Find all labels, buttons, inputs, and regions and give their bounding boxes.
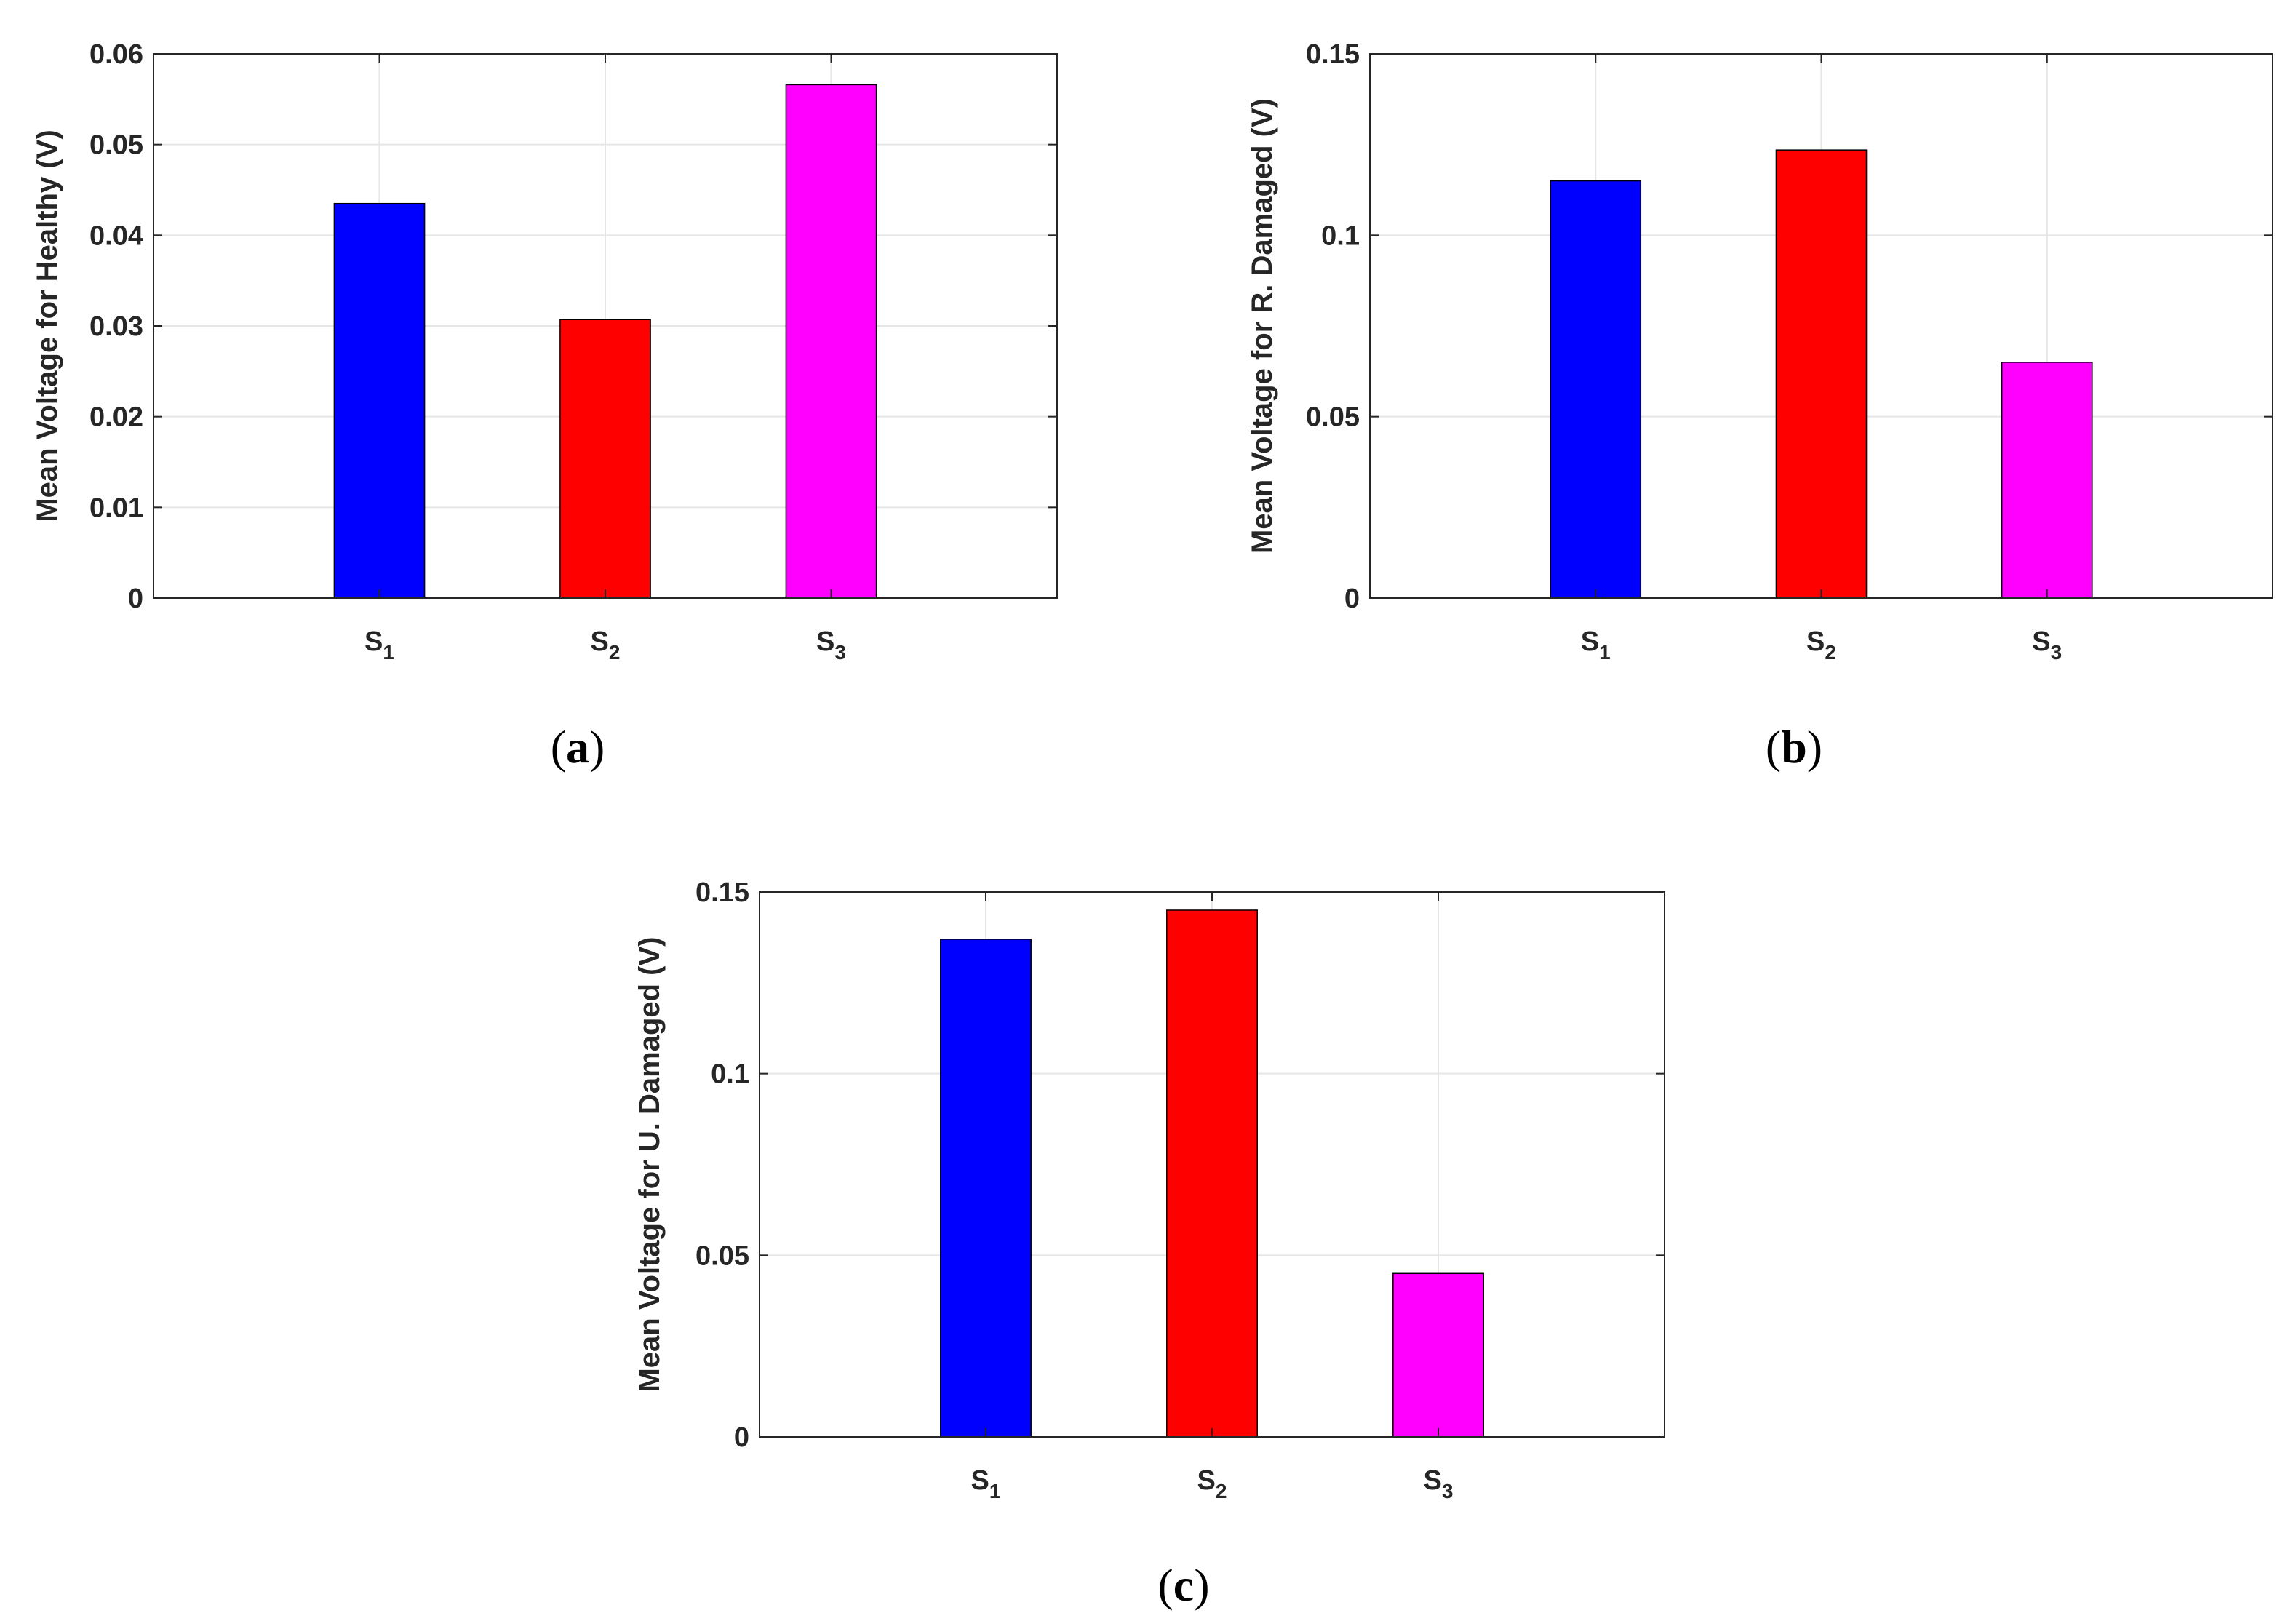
y-axis-label: Mean Voltage for R. Damaged (V) bbox=[1246, 98, 1278, 554]
x-tick-label: S2 bbox=[1197, 1465, 1227, 1502]
bar-s2 bbox=[1166, 909, 1258, 1438]
bar-s3 bbox=[2001, 362, 2093, 599]
bar-s3 bbox=[1392, 1272, 1484, 1438]
panel-c: 0 0.05 0.1 0.15 S1 S2 S3 Mean Voltage for U. Da… bbox=[634, 877, 1665, 1611]
y-tick-label: 0.1 bbox=[1321, 220, 1360, 251]
y-tick-label: 0.05 bbox=[1306, 402, 1360, 433]
x-tick-label: S2 bbox=[591, 626, 621, 664]
y-tick-label: 0.05 bbox=[89, 130, 143, 161]
y-tick-label: 0.03 bbox=[89, 311, 143, 342]
y-axis-label: Mean Voltage for Healthy (V) bbox=[31, 130, 63, 522]
y-tick-label: 0.02 bbox=[89, 402, 143, 433]
x-tick-label: S1 bbox=[364, 626, 394, 664]
panel-caption: (c) bbox=[1157, 1559, 1209, 1611]
y-tick-label: 0 bbox=[1344, 584, 1360, 614]
bar-s3 bbox=[785, 84, 877, 599]
panel-a: 0 0.01 0.02 0.03 0.04 0.05 0.06 S1 S2 S3 Mean Volt… bbox=[31, 39, 1058, 773]
bar-s2 bbox=[1775, 149, 1868, 599]
x-tick-label: S3 bbox=[816, 626, 846, 664]
x-tick-label: S2 bbox=[1806, 626, 1836, 664]
panel-caption: (a) bbox=[551, 721, 605, 773]
y-tick-label: 0.1 bbox=[711, 1059, 749, 1090]
y-tick-label: 0.15 bbox=[695, 877, 749, 908]
y-tick-label: 0.05 bbox=[695, 1240, 749, 1271]
x-tick-label: S1 bbox=[971, 1465, 1001, 1502]
x-tick-label: S1 bbox=[1581, 626, 1611, 664]
bar-s1 bbox=[940, 939, 1032, 1438]
bar-s2 bbox=[559, 319, 651, 599]
y-tick-label: 0.15 bbox=[1306, 39, 1360, 70]
panel-caption: (b) bbox=[1766, 721, 1822, 773]
panel-b: 0 0.05 0.1 0.15 S1 S2 S3 Mean Voltage for R. Da… bbox=[1246, 39, 2273, 773]
y-tick-label: 0 bbox=[734, 1422, 749, 1453]
y-tick-label: 0.06 bbox=[89, 39, 143, 70]
y-tick-label: 0.04 bbox=[89, 220, 143, 251]
bar-s1 bbox=[333, 202, 426, 599]
y-tick-label: 0.01 bbox=[89, 493, 143, 523]
bar-s1 bbox=[1550, 180, 1642, 599]
y-tick-label: 0 bbox=[128, 584, 143, 614]
x-tick-label: S3 bbox=[1424, 1465, 1454, 1502]
y-axis-label: Mean Voltage for U. Damaged (V) bbox=[634, 936, 666, 1392]
x-tick-label: S3 bbox=[2032, 626, 2062, 664]
